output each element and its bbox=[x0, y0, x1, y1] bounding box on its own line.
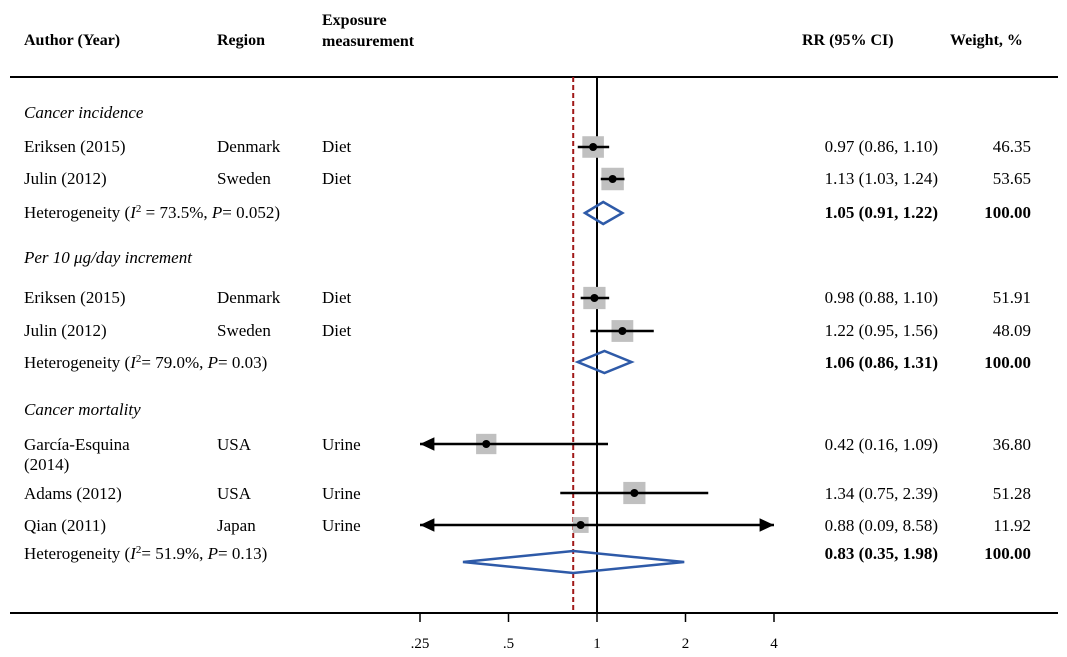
study-region: Sweden bbox=[217, 321, 271, 340]
x-tick-label: .25 bbox=[411, 636, 430, 652]
study-rr: 0.88 (0.09, 8.58) bbox=[824, 516, 938, 535]
ci-left-arrow bbox=[420, 437, 435, 451]
pooled-rr: 1.05 (0.91, 1.22) bbox=[824, 203, 938, 222]
study-weight: 48.09 bbox=[992, 321, 1031, 340]
pooled-diamond bbox=[462, 549, 685, 575]
header-weight: Weight, % bbox=[950, 32, 1023, 49]
heterogeneity-p: P bbox=[207, 544, 219, 563]
study-point bbox=[608, 175, 617, 183]
heterogeneity-p: P bbox=[207, 353, 219, 372]
study-exposure: Diet bbox=[322, 288, 352, 307]
header-exposure-line2: measurement bbox=[322, 33, 415, 50]
heterogeneity-i: I bbox=[130, 353, 136, 372]
study-point bbox=[576, 521, 585, 529]
heterogeneity-label: Heterogeneity (I2 = 73.5%, P= 0.052) bbox=[24, 203, 280, 223]
heterogeneity-label: Heterogeneity (I2= 51.9%, P= 0.13) bbox=[24, 544, 267, 564]
heterogeneity-sup: 2 bbox=[135, 353, 142, 365]
study-weight: 53.65 bbox=[992, 169, 1031, 188]
study-rr: 1.22 (0.95, 1.56) bbox=[824, 321, 938, 340]
study-author: García-Esquina bbox=[24, 435, 130, 454]
heterogeneity-sup: 2 bbox=[135, 544, 142, 556]
study-weight: 11.92 bbox=[993, 516, 1031, 535]
heterogeneity-label: Heterogeneity (I2= 79.0%, P= 0.03) bbox=[24, 353, 267, 373]
study-weight: 46.35 bbox=[992, 137, 1031, 156]
study-region: Denmark bbox=[217, 288, 281, 307]
pooled-weight: 100.00 bbox=[984, 353, 1031, 372]
heterogeneity-i2: = 79.0%, bbox=[141, 353, 208, 372]
study-exposure: Urine bbox=[322, 516, 361, 535]
ci-left-arrow bbox=[420, 518, 435, 532]
study-weight: 36.80 bbox=[992, 435, 1031, 454]
study-weight: 51.28 bbox=[992, 484, 1031, 503]
pooled-diamond bbox=[574, 349, 635, 375]
study-author: Adams (2012) bbox=[24, 484, 122, 503]
heterogeneity-i2: = 51.9%, bbox=[141, 544, 208, 563]
study-region: Japan bbox=[217, 516, 256, 535]
study-exposure: Diet bbox=[322, 321, 352, 340]
heterogeneity-p: P bbox=[211, 203, 223, 222]
study-exposure: Urine bbox=[322, 435, 361, 454]
header-rule bbox=[10, 76, 1058, 78]
study-rr: 1.13 (1.03, 1.24) bbox=[824, 169, 938, 188]
study-region: USA bbox=[217, 484, 252, 503]
heterogeneity-i: I bbox=[130, 203, 136, 222]
study-region: Denmark bbox=[217, 137, 281, 156]
heterogeneity-pvalue: = 0.03) bbox=[218, 353, 268, 372]
x-tick-label: 4 bbox=[770, 636, 778, 652]
study-author: Eriksen (2015) bbox=[24, 137, 126, 156]
study-point bbox=[618, 327, 627, 335]
heterogeneity-prefix: Heterogeneity ( bbox=[24, 353, 131, 372]
study-point bbox=[589, 143, 598, 151]
x-tick-label: .5 bbox=[503, 636, 514, 652]
study-region: USA bbox=[217, 435, 252, 454]
study-exposure: Diet bbox=[322, 169, 352, 188]
study-rr: 0.42 (0.16, 1.09) bbox=[824, 435, 938, 454]
study-author: Julin (2012) bbox=[24, 321, 107, 340]
study-author-year: (2014) bbox=[24, 455, 70, 474]
study-point bbox=[590, 294, 599, 302]
study-exposure: Urine bbox=[322, 484, 361, 503]
section-label: Cancer incidence bbox=[24, 103, 144, 122]
header-region: Region bbox=[217, 32, 265, 49]
heterogeneity-pvalue: = 0.052) bbox=[222, 203, 281, 222]
section-label: Cancer mortality bbox=[24, 400, 141, 419]
pooled-weight: 100.00 bbox=[984, 544, 1031, 563]
footer-rule bbox=[10, 612, 1058, 614]
pooled-diamond bbox=[582, 200, 625, 226]
pooled-rr: 0.83 (0.35, 1.98) bbox=[824, 544, 938, 563]
heterogeneity-prefix: Heterogeneity ( bbox=[24, 203, 131, 222]
study-rr: 1.34 (0.75, 2.39) bbox=[824, 484, 938, 503]
study-author: Qian (2011) bbox=[24, 516, 106, 535]
heterogeneity-i: I bbox=[130, 544, 136, 563]
header-rr: RR (95% CI) bbox=[802, 32, 894, 49]
study-rr: 0.97 (0.86, 1.10) bbox=[824, 137, 938, 156]
study-author: Julin (2012) bbox=[24, 169, 107, 188]
x-tick-label: 1 bbox=[593, 636, 601, 652]
study-region: Sweden bbox=[217, 169, 271, 188]
heterogeneity-pvalue: = 0.13) bbox=[218, 544, 268, 563]
ci-right-arrow bbox=[759, 518, 774, 532]
header-author: Author (Year) bbox=[24, 32, 121, 49]
heterogeneity-sup: 2 bbox=[135, 203, 142, 215]
pooled-rr: 1.06 (0.86, 1.31) bbox=[824, 353, 938, 372]
pooled-weight: 100.00 bbox=[984, 203, 1031, 222]
x-tick-label: 2 bbox=[682, 636, 690, 652]
heterogeneity-prefix: Heterogeneity ( bbox=[24, 544, 131, 563]
study-exposure: Diet bbox=[322, 137, 352, 156]
study-point bbox=[482, 440, 491, 448]
study-weight: 51.91 bbox=[992, 288, 1031, 307]
heterogeneity-i2: = 73.5%, bbox=[141, 203, 212, 222]
section-label: Per 10 μg/day increment bbox=[24, 248, 192, 267]
study-rr: 0.98 (0.88, 1.10) bbox=[824, 288, 938, 307]
study-author: Eriksen (2015) bbox=[24, 288, 126, 307]
header-exposure-line1: Exposure bbox=[322, 12, 387, 29]
study-point bbox=[630, 489, 639, 497]
